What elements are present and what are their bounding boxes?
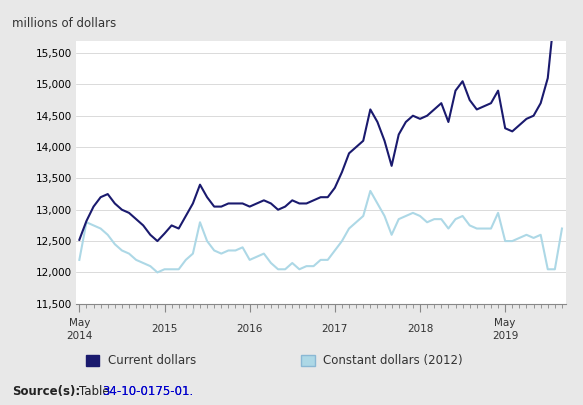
Text: 2018: 2018: [407, 324, 433, 335]
Bar: [301, 354, 315, 367]
Text: May: May: [69, 318, 90, 328]
Text: May: May: [494, 318, 516, 328]
Text: millions of dollars: millions of dollars: [12, 17, 117, 30]
Text: 2019: 2019: [492, 331, 518, 341]
Bar: [86, 354, 99, 367]
Text: 34-10-0175-01.: 34-10-0175-01.: [102, 385, 194, 398]
Text: 2017: 2017: [322, 324, 348, 335]
Text: 2015: 2015: [152, 324, 178, 335]
Text: Source(s):: Source(s):: [12, 385, 80, 398]
Text: 34-10-0175-01.: 34-10-0175-01.: [102, 385, 194, 398]
Text: Constant dollars (2012): Constant dollars (2012): [323, 354, 463, 367]
Text: 2014: 2014: [66, 331, 93, 341]
Text: Table: Table: [79, 385, 113, 398]
Text: 2016: 2016: [237, 324, 263, 335]
Text: Current dollars: Current dollars: [108, 354, 196, 367]
